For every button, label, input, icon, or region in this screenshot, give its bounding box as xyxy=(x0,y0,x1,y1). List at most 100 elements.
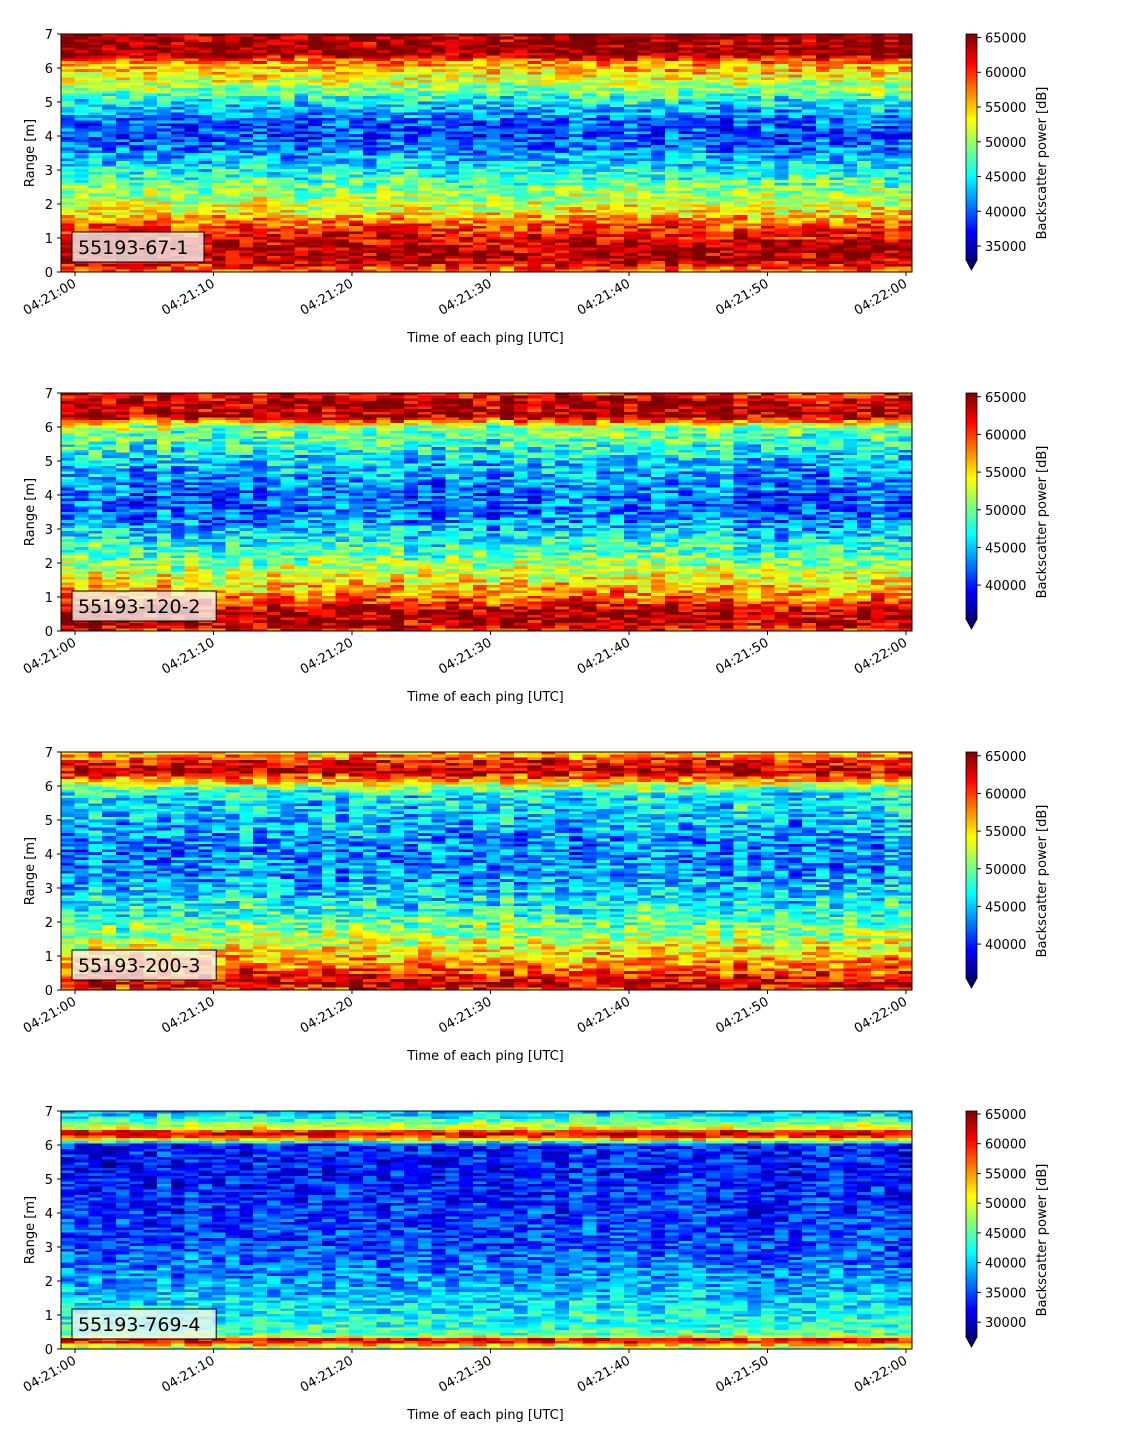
heatmap-cell xyxy=(678,115,693,119)
heatmap-cell xyxy=(376,198,392,203)
heatmap-cell xyxy=(376,58,392,62)
heatmap-cell xyxy=(637,90,652,95)
heatmap-cell xyxy=(129,163,144,168)
heatmap-cell xyxy=(541,163,556,168)
heatmap-cell xyxy=(500,242,515,246)
heatmap-cell xyxy=(266,180,282,184)
heatmap-cell xyxy=(102,212,117,216)
heatmap-cell xyxy=(157,136,172,141)
heatmap-cell xyxy=(459,88,474,92)
heatmap-cell xyxy=(637,236,652,241)
heatmap-cell xyxy=(74,128,90,132)
heatmap-cell xyxy=(335,263,350,268)
heatmap-cell xyxy=(555,107,570,111)
heatmap-cell xyxy=(239,109,254,114)
heatmap-cell xyxy=(88,263,103,268)
heatmap-cell xyxy=(404,261,419,265)
heatmap-cell xyxy=(349,236,364,241)
heatmap-cell xyxy=(445,188,460,192)
heatmap-cell xyxy=(596,231,611,235)
heatmap-cell xyxy=(198,253,213,257)
heatmap-cell xyxy=(431,171,446,176)
heatmap-cell xyxy=(486,82,501,86)
heatmap-cell xyxy=(266,201,282,205)
heatmap-cell xyxy=(129,82,144,86)
heatmap-cell xyxy=(651,88,666,92)
heatmap-cell xyxy=(115,180,131,184)
heatmap-cell xyxy=(582,242,597,246)
heatmap-cell xyxy=(500,185,515,189)
heatmap-cell xyxy=(623,82,639,86)
heatmap-cell xyxy=(349,215,364,219)
heatmap-cell xyxy=(664,39,680,43)
heatmap-cell xyxy=(541,85,556,89)
heatmap-cell xyxy=(623,188,639,192)
heatmap-cell xyxy=(321,239,337,243)
heatmap-cell xyxy=(349,139,364,143)
heatmap-cell xyxy=(472,55,488,59)
heatmap-cell xyxy=(582,201,597,205)
heatmap-cell xyxy=(225,139,241,143)
heatmap-cell xyxy=(678,234,693,238)
heatmap-cell xyxy=(308,193,323,197)
heatmap-cell xyxy=(623,180,639,184)
heatmap-cell xyxy=(431,247,446,251)
heatmap-cell xyxy=(198,88,213,92)
heatmap-cell xyxy=(362,47,378,51)
heatmap-cell xyxy=(335,134,350,138)
heatmap-cell xyxy=(651,207,666,211)
heatmap-cell xyxy=(170,34,186,38)
heatmap-cell xyxy=(294,228,309,233)
heatmap-cell xyxy=(115,209,131,214)
heatmap-cell xyxy=(102,77,117,81)
heatmap-cell xyxy=(582,104,597,108)
heatmap-cell xyxy=(239,204,254,208)
heatmap-cell xyxy=(637,234,652,238)
heatmap-cell xyxy=(568,231,584,235)
heatmap-cell xyxy=(225,171,241,176)
heatmap-cell xyxy=(115,185,131,189)
heatmap-cell xyxy=(582,204,597,208)
heatmap-cell xyxy=(102,39,117,43)
heatmap-cell xyxy=(280,253,295,257)
heatmap-cell xyxy=(568,123,584,127)
heatmap-cell xyxy=(404,247,419,251)
heatmap-cell xyxy=(74,88,90,92)
heatmap-cell xyxy=(321,98,337,103)
heatmap-cell xyxy=(445,98,460,103)
heatmap-cell xyxy=(417,88,433,92)
heatmap-cell xyxy=(431,58,446,62)
heatmap-cell xyxy=(157,212,172,216)
heatmap-cell xyxy=(198,258,213,262)
heatmap-cell xyxy=(266,239,282,243)
heatmap-cell xyxy=(253,55,268,59)
heatmap-cell xyxy=(664,263,680,268)
heatmap-cell xyxy=(404,193,419,197)
heatmap-cell xyxy=(555,196,570,200)
heatmap-cell xyxy=(637,207,652,211)
heatmap-cell xyxy=(431,104,446,108)
heatmap-cell xyxy=(184,182,199,187)
heatmap-cell xyxy=(349,107,364,111)
heatmap-cell xyxy=(294,120,309,124)
heatmap-cell xyxy=(335,109,350,114)
heatmap-cell xyxy=(527,120,543,124)
heatmap-cell xyxy=(582,112,597,116)
heatmap-cell xyxy=(651,255,666,260)
heatmap-cell xyxy=(390,147,405,151)
heatmap-cell xyxy=(253,125,268,130)
heatmap-cell xyxy=(88,150,103,154)
heatmap-cell xyxy=(115,188,131,192)
heatmap-cell xyxy=(280,269,295,273)
heatmap-cell xyxy=(568,226,584,230)
heatmap-cell xyxy=(184,226,199,230)
heatmap-cell xyxy=(527,128,543,132)
heatmap-cell xyxy=(321,104,337,108)
heatmap-cell xyxy=(253,153,268,157)
heatmap-cell xyxy=(308,185,323,189)
heatmap-cell xyxy=(335,44,350,49)
heatmap-cell xyxy=(637,96,652,100)
heatmap-cell xyxy=(404,85,419,89)
heatmap-cell xyxy=(335,69,350,73)
heatmap-cell xyxy=(610,71,625,76)
